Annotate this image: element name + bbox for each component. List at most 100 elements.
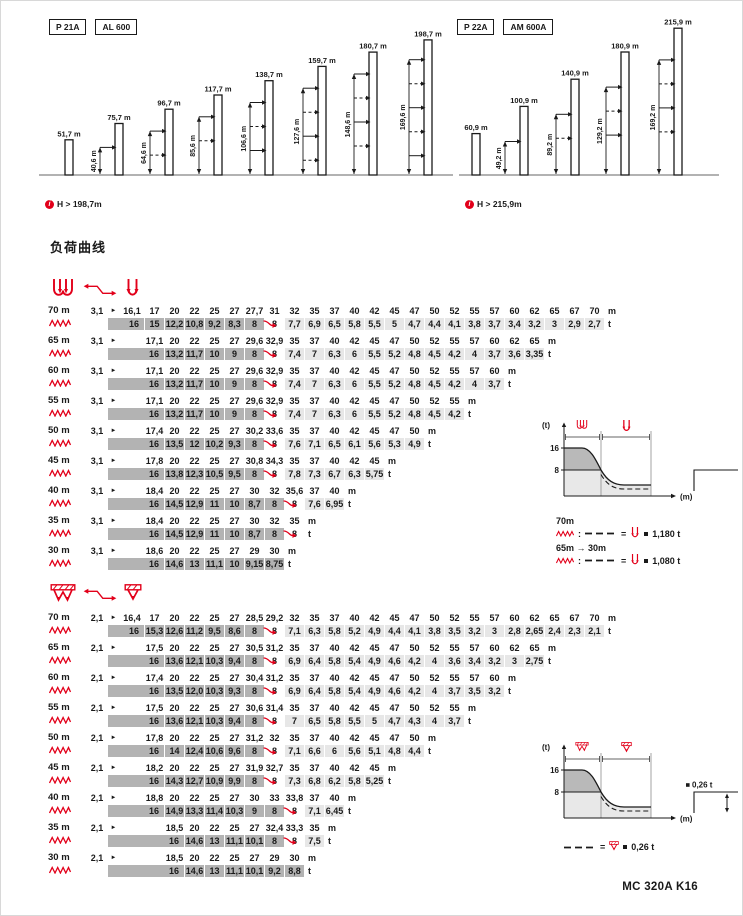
load-cell: 8 xyxy=(271,626,277,636)
load-cell: 4 xyxy=(465,348,484,360)
load-unit: t xyxy=(348,499,351,509)
load-unit: t xyxy=(508,686,511,696)
constant-load-arrow-icon xyxy=(263,657,277,665)
mast-column xyxy=(213,94,223,176)
radius-cell: 29,6 xyxy=(245,336,264,346)
radius-cell: 27 xyxy=(229,733,240,743)
load-cell: 4,4 xyxy=(425,318,444,330)
climbing-height-label: 127,6 m xyxy=(294,119,301,145)
load-cell: 6 xyxy=(345,378,364,390)
load-cell: 4,1 xyxy=(405,625,424,637)
radius-cell: 33,3 xyxy=(285,823,304,833)
load-cell: 3,2 xyxy=(485,655,504,667)
min-radius-value: 3,1 xyxy=(90,426,104,436)
load-cell: 9,4 xyxy=(225,655,244,667)
dashed-curve-key-icon xyxy=(585,532,617,535)
load-cell: 2,8 xyxy=(505,625,524,637)
radius-cell: 27,7 xyxy=(245,306,264,316)
model-designation: MC 320A K16 xyxy=(622,881,698,893)
load-cell: 11,4 xyxy=(205,805,224,817)
load-cell: 9,15 xyxy=(245,558,264,570)
radius-cell: 32,9 xyxy=(265,336,284,346)
radius-cell: 25 xyxy=(229,853,240,863)
load-row-70m: 16 15,3 12,6 11,2 9,5 8,6 8 8 7,1 6,3 5,8 5,2 4,9 4,4… xyxy=(48,625,622,637)
radius-cell: 37 xyxy=(309,486,320,496)
load-cell: 2,65 xyxy=(525,625,544,637)
radius-cell: 17,5 xyxy=(145,643,164,653)
radius-cell: 35,6 xyxy=(285,486,304,496)
load-cell: 3,4 xyxy=(465,655,484,667)
load-cell: 3,8 xyxy=(425,625,444,637)
radius-cell: 31,2 xyxy=(265,673,284,683)
pointer-icon: ► xyxy=(110,518,117,524)
load-cell: 6,9 xyxy=(285,685,304,697)
load-cell: 9,2 xyxy=(265,865,284,877)
radius-cell: 28,5 xyxy=(245,613,264,623)
load-cell: 16 xyxy=(108,805,164,817)
mast-height-label: 96,7 m xyxy=(157,99,181,108)
radius-cell: 60 xyxy=(489,673,500,683)
radius-cell: 50 xyxy=(409,366,420,376)
load-cell: 10 xyxy=(225,528,244,540)
load-cell: 8 xyxy=(265,805,297,817)
mast-height-label: 159,7 m xyxy=(308,56,336,65)
load-cell: 5,5 xyxy=(365,318,384,330)
radius-cell: 57 xyxy=(469,336,480,346)
load-cell: 3,7 xyxy=(445,685,464,697)
load-cell: 16 xyxy=(108,498,164,510)
radius-cell: 65 xyxy=(549,306,560,316)
load-cell: 4 xyxy=(425,685,444,697)
load-chart-table-1: 70 m 3,1 ► 16,1 17 20 22 25 27 27,7 31 32 35 37 40 42 45… xyxy=(47,304,623,574)
load-cell: 9,6 xyxy=(225,745,244,757)
radius-unit: m xyxy=(388,456,397,466)
radius-cell: 42 xyxy=(369,613,380,623)
min-radius-value: 2,1 xyxy=(90,763,104,773)
radius-unit: m xyxy=(348,793,357,803)
radius-cell: 20 xyxy=(169,546,180,556)
mast-height-label: 180,9 m xyxy=(611,42,639,51)
radius-cell: 17 xyxy=(149,613,160,623)
radius-cell: 22 xyxy=(189,703,200,713)
load-cell: 7,1 xyxy=(285,745,304,757)
radius-cell: 32,9 xyxy=(265,366,284,376)
load-cell: 5,6 xyxy=(345,745,364,757)
radius-cell: 27 xyxy=(229,613,240,623)
radius-unit: m xyxy=(288,546,297,556)
mast-column xyxy=(64,139,74,176)
load-cell: 7,1 xyxy=(305,438,324,450)
load-cell: 16 xyxy=(108,558,164,570)
radius-cell: 45 xyxy=(369,733,380,743)
load-cell: 3,6 xyxy=(445,655,464,667)
load-cell: 2,7 xyxy=(585,318,604,330)
pointer-icon: ► xyxy=(110,398,117,404)
radius-cell: 18,4 xyxy=(145,486,164,496)
radius-cell: 35 xyxy=(289,366,300,376)
mast-column xyxy=(620,51,630,176)
radius-unit: m xyxy=(468,703,477,713)
radius-cell: 25 xyxy=(229,823,240,833)
load-cell: 7,4 xyxy=(285,348,304,360)
load-cell: 2,1 xyxy=(585,625,604,637)
jib-zigzag-icon xyxy=(48,805,72,815)
two-fall-hook-icon xyxy=(622,420,631,432)
radius-cell: 40 xyxy=(329,426,340,436)
radius-cell: 25 xyxy=(209,456,220,466)
radius-cell: 37 xyxy=(309,336,320,346)
mast-diagram-al600: 51,7 m 75,7 m 40,6 m 96,7 m 64,6 m 117,7 m 85,… xyxy=(37,11,457,209)
radius-cell: 30 xyxy=(249,793,260,803)
mast-height-label: 215,9 m xyxy=(664,18,692,27)
radius-row-65m: 65 m 3,1 ► 17,1 20 22 25 27 29,6 32,9 35 37 40 42 45 47… xyxy=(48,334,622,348)
radius-cell: 20 xyxy=(169,516,180,526)
constant-load-arrow-icon xyxy=(263,320,277,328)
load-cell: 8 xyxy=(245,318,277,330)
radius-cell: 40 xyxy=(329,486,340,496)
load-curve-chart: 16 8 (t) (m) 0,26 t xyxy=(542,742,738,824)
min-radius-value: 3,1 xyxy=(90,456,104,466)
load-cell: 16 xyxy=(108,685,164,697)
radius-cell: 20 xyxy=(189,853,200,863)
radius-cell: 50 xyxy=(429,613,440,623)
load-cell: 6,2 xyxy=(325,775,344,787)
radius-cell: 20 xyxy=(169,366,180,376)
radius-cell: 35 xyxy=(309,613,320,623)
crane-model-badges: P 22A AM 600A xyxy=(457,19,554,35)
